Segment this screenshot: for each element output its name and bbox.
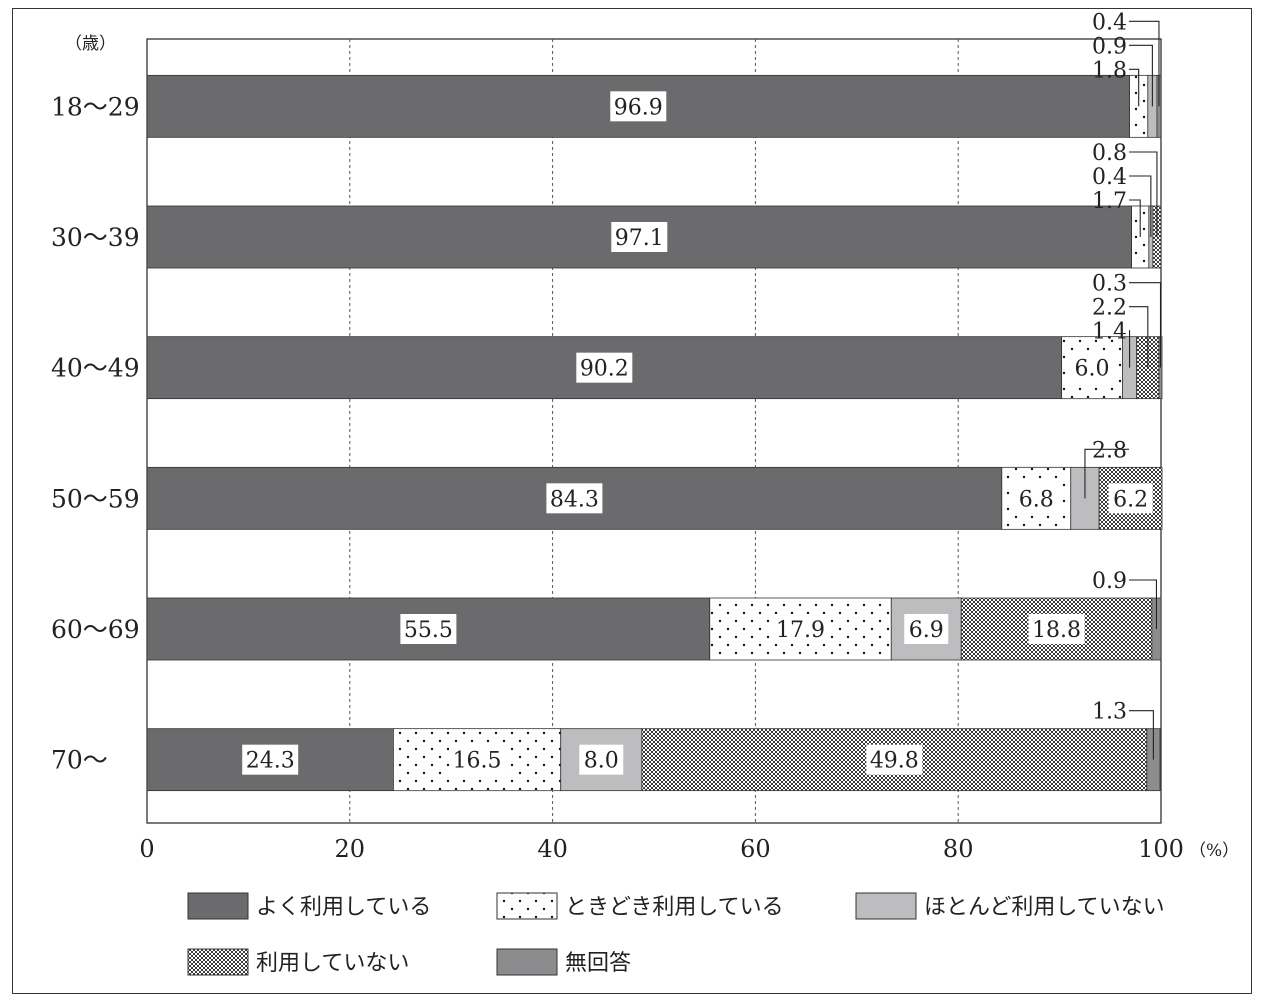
data-label: 96.9 (614, 95, 663, 120)
bar-segment (146, 74, 1130, 138)
legend-swatch (496, 948, 558, 976)
callout-label: 0.4 (1092, 10, 1127, 35)
callout-label: 1.4 (1092, 320, 1127, 345)
data-label: 16.5 (453, 749, 502, 774)
callout-leader (1129, 282, 1162, 368)
callout-label: 0.9 (1092, 569, 1127, 594)
legend-swatch (187, 892, 249, 920)
data-label-bg (1070, 352, 1115, 383)
x-tick-label: 80 (943, 835, 974, 863)
callout-label: 1.7 (1092, 189, 1127, 214)
callout-leader (1129, 199, 1141, 237)
callout-leader (1129, 151, 1158, 237)
data-label: 49.8 (870, 749, 919, 774)
data-label-bg (242, 744, 299, 775)
callout-label: 2.8 (1092, 438, 1127, 463)
callout-leader (1129, 306, 1149, 368)
legend-label: ときどき利用している (565, 895, 784, 920)
data-label-bg (904, 614, 949, 644)
callout-leader (1129, 710, 1154, 760)
data-label-bg (579, 744, 624, 775)
data-label: 6.0 (1075, 357, 1110, 382)
callout-leader (1129, 330, 1131, 368)
data-label-bg (400, 614, 457, 644)
callout-leader (1129, 175, 1152, 237)
legend-label: 無回答 (565, 951, 631, 976)
data-label: 6.2 (1113, 487, 1148, 512)
callout-label: 0.9 (1092, 34, 1127, 59)
bar-segment (146, 597, 711, 661)
callout-leader (1129, 579, 1157, 629)
x-axis-unit: （%） (1189, 841, 1239, 861)
data-label: 55.5 (404, 618, 453, 643)
data-label-bg (611, 222, 668, 252)
legend-swatch (187, 948, 249, 976)
callout-leader (1084, 448, 1129, 499)
x-tick-label: 40 (537, 835, 568, 863)
data-label-bg (449, 744, 506, 775)
legend-label: 利用していない (256, 951, 409, 976)
legend-swatch (855, 892, 917, 920)
data-label-bg (1028, 614, 1085, 644)
stacked-bar-chart: 96.90.40.91.897.10.80.41.790.2 6.00.32.21… (51, 10, 1239, 976)
callout-label: 0.4 (1092, 165, 1127, 190)
callout-label: 0.3 (1092, 272, 1127, 297)
x-tick-label: 20 (335, 835, 366, 863)
data-label-bg (546, 483, 603, 514)
x-tick-label: 60 (740, 835, 771, 863)
category-label: 50～59 (51, 484, 140, 513)
callout-leader (1129, 20, 1160, 107)
data-label: 8.0 (584, 749, 619, 774)
category-label: 40～49 (51, 354, 140, 383)
legend-swatch (496, 892, 558, 920)
data-label-bg (576, 352, 633, 383)
category-label: 18～29 (51, 92, 140, 121)
data-label-bg (1014, 483, 1059, 514)
callout-label: 2.2 (1092, 296, 1127, 321)
data-label: 6.9 (909, 618, 944, 643)
data-label-bg (610, 91, 667, 122)
category-label: 30～39 (51, 223, 140, 252)
data-label: 90.2 (580, 357, 629, 382)
plot-area (146, 38, 1162, 824)
callout-leader (1129, 68, 1140, 107)
category-label: 60～69 (51, 615, 140, 644)
data-label-bg (866, 744, 923, 775)
legend-label: よく利用している (256, 895, 431, 920)
y-axis-unit: （歳） (65, 34, 116, 54)
data-label: 84.3 (550, 487, 599, 512)
callout-label: 1.8 (1092, 58, 1127, 83)
data-label: 6.8 (1019, 487, 1054, 512)
x-tick-label: 100 (1138, 835, 1184, 863)
data-label: 18.8 (1032, 618, 1081, 643)
x-tick-label: 0 (139, 835, 154, 863)
data-label: 17.9 (776, 618, 825, 643)
callout-label: 1.3 (1092, 700, 1127, 725)
data-label: 24.3 (246, 749, 295, 774)
data-label: 97.1 (615, 226, 664, 251)
data-label-bg (772, 614, 829, 644)
legend-label: ほとんど利用していない (924, 895, 1165, 920)
data-label-bg (1108, 483, 1153, 514)
callout-label: 0.8 (1092, 141, 1127, 166)
chart-frame: 96.9 0.4 0.9 1.8 97.1 0.8 0.4 1.7 90.2 6.0 0.3 2.2 1… (12, 8, 1252, 994)
callout-leader (1129, 44, 1153, 107)
category-label: 70～ (51, 746, 108, 775)
